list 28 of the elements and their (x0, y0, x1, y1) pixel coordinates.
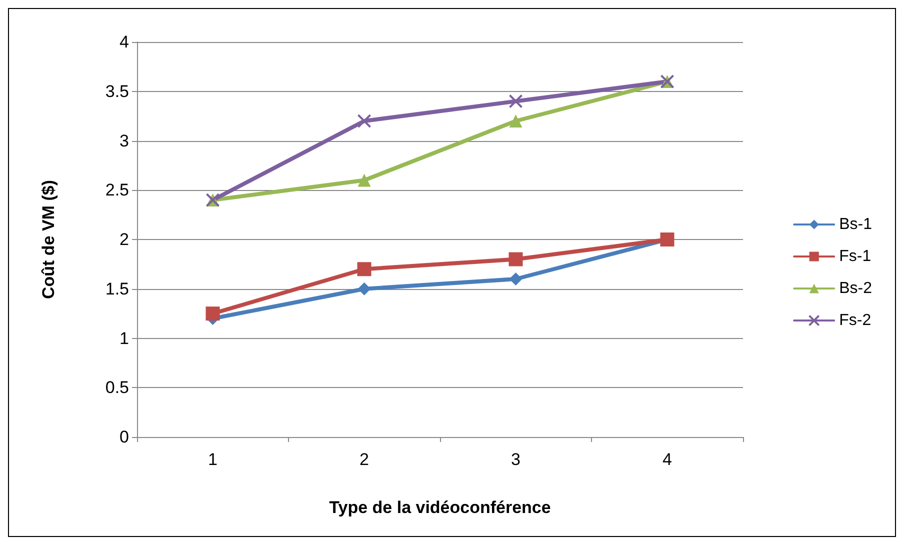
y-tick-label: 4 (120, 32, 129, 52)
y-axis-title: Coût de VM ($) (39, 180, 58, 299)
legend-label: Fs-2 (839, 312, 872, 329)
point (357, 262, 372, 276)
point (358, 282, 371, 296)
x-tick-label: 3 (511, 450, 520, 469)
legend-label: Bs-2 (839, 280, 872, 297)
y-tick-label: 0 (120, 428, 129, 446)
point (508, 94, 523, 108)
legend-label: Fs-1 (839, 248, 872, 265)
y-tick-label: 2 (120, 230, 129, 249)
point (509, 272, 522, 286)
x-tick-label: 1 (208, 450, 218, 469)
y-tick-label: 3.5 (105, 82, 129, 101)
point (509, 114, 522, 128)
y-tick-label: 0.5 (105, 378, 129, 398)
point (358, 174, 371, 187)
x-tick-label: 4 (662, 450, 672, 469)
point (357, 114, 372, 128)
legend-label: Bs-1 (839, 216, 872, 233)
y-tick-label: 3 (120, 131, 129, 150)
x-axis-title: Type de la vidéoconférence (329, 498, 551, 517)
point (206, 306, 220, 321)
point (508, 252, 523, 266)
x-tick-label: 2 (360, 450, 369, 469)
y-tick-label: 1.5 (105, 279, 129, 298)
y-tick-label: 1 (120, 328, 129, 348)
y-tick-label: 2.5 (105, 180, 129, 200)
